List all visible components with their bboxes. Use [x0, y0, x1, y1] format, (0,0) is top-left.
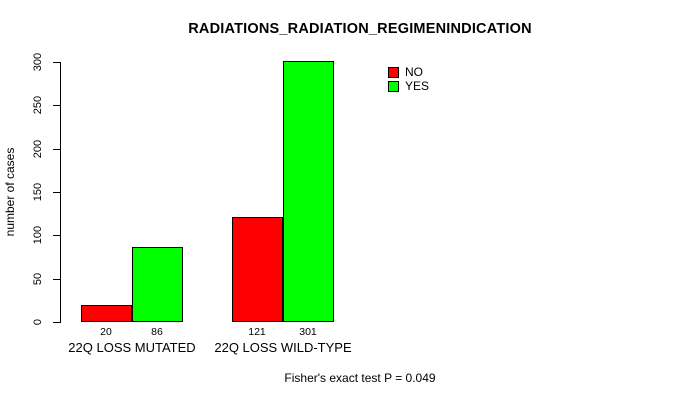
- y-tick-mark-0: [53, 322, 60, 323]
- y-tick-label-100: 100: [32, 225, 44, 245]
- y-tick-label-50: 50: [32, 272, 44, 286]
- legend-label-no: NO: [405, 65, 423, 79]
- bar-no-22q-loss-wild-type: [232, 217, 283, 322]
- y-axis-line: [60, 62, 61, 323]
- chart-title: RADIATIONS_RADIATION_REGIMENINDICATION: [188, 21, 532, 37]
- y-tick-mark-250: [53, 105, 60, 106]
- bar-value-yes-22q-loss-wild-type: 301: [299, 326, 317, 338]
- category-label-22q-loss-mutated: 22Q LOSS MUTATED: [68, 340, 196, 355]
- legend-row-yes: YES: [388, 79, 429, 93]
- fisher-test-note: Fisher's exact test P = 0.049: [284, 371, 436, 385]
- legend-swatch-yes: [388, 80, 399, 92]
- legend-label-yes: YES: [405, 79, 430, 93]
- y-axis-label: number of cases: [3, 147, 17, 237]
- category-label-22q-loss-wild-type: 22Q LOSS WILD-TYPE: [214, 340, 352, 355]
- legend-swatch-no: [388, 66, 399, 78]
- bar-yes-22q-loss-wild-type: [283, 61, 334, 322]
- y-tick-label-300: 300: [32, 52, 44, 72]
- y-tick-label-250: 250: [32, 95, 44, 115]
- bar-no-22q-loss-mutated: [81, 305, 132, 322]
- legend: NO YES: [388, 65, 429, 93]
- y-tick-label-200: 200: [32, 139, 44, 159]
- y-tick-mark-200: [53, 149, 60, 150]
- legend-row-no: NO: [388, 65, 429, 79]
- bar-value-no-22q-loss-wild-type: 121: [248, 326, 266, 338]
- bar-yes-22q-loss-mutated: [132, 247, 183, 322]
- y-tick-mark-50: [53, 279, 60, 280]
- y-tick-mark-300: [53, 62, 60, 63]
- y-tick-mark-150: [53, 192, 60, 193]
- bar-value-no-22q-loss-mutated: 20: [100, 326, 112, 338]
- y-tick-mark-100: [53, 235, 60, 236]
- y-tick-label-150: 150: [32, 182, 44, 202]
- bar-value-yes-22q-loss-mutated: 86: [151, 326, 163, 338]
- y-tick-label-0: 0: [32, 318, 44, 326]
